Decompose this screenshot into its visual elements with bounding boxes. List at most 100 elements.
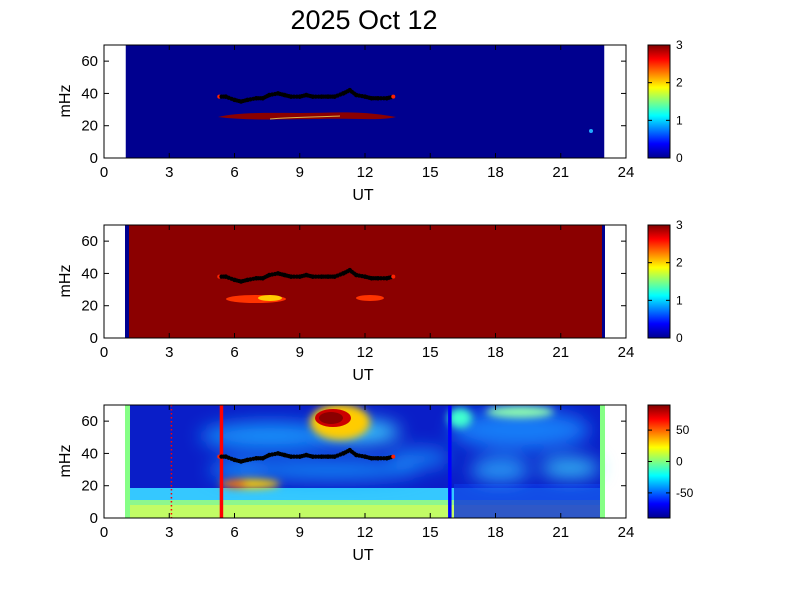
vertical-markers-bottom — [170, 405, 452, 518]
y-axis-label-top: mHz — [57, 85, 74, 118]
x-axis-label-top: UT — [352, 187, 374, 204]
trace-point — [313, 94, 318, 99]
colorbar-tick-label: 1 — [676, 293, 683, 307]
y-tick-label: 20 — [81, 478, 98, 495]
trace-point — [378, 456, 384, 461]
colorbar-ticks-middle: 0 1 2 3 — [648, 218, 683, 345]
x-tick-label: 9 — [296, 344, 304, 361]
heatmap-edge-right — [602, 225, 605, 338]
x-tick-label: 3 — [165, 524, 173, 541]
x-tick-label: 3 — [165, 344, 173, 361]
heatmap-middle — [125, 225, 605, 338]
ticks-bottom: 0 3 6 9 12 15 18 21 24 0 20 40 60 — [81, 405, 634, 541]
x-tick-label: 21 — [552, 524, 569, 541]
x-tick-label: 24 — [618, 164, 635, 181]
x-tick-label: 24 — [618, 344, 635, 361]
colorbar-tick-label: 0 — [676, 151, 683, 165]
heatmap-band-core — [258, 295, 282, 301]
colorbar-tick-label: -50 — [676, 486, 694, 500]
trace-point — [391, 94, 396, 99]
x-tick-label: 9 — [296, 164, 304, 181]
trace-point — [291, 454, 297, 459]
heatmap-texture — [200, 410, 600, 482]
trace-bottom — [217, 447, 396, 464]
x-tick-label: 15 — [422, 164, 439, 181]
trace-point — [291, 94, 297, 99]
colorbar-tick-label: 0 — [676, 331, 683, 345]
x-tick-label: 24 — [618, 524, 635, 541]
y-tick-label: 0 — [90, 510, 98, 527]
trace-top — [217, 87, 396, 104]
panel-bottom: 0 3 6 9 12 15 18 21 24 0 20 40 60 UT mHz -50 0 50 — [57, 404, 694, 564]
trace-point — [313, 274, 318, 279]
heatmap-spot — [589, 129, 593, 133]
x-tick-label: 0 — [100, 524, 108, 541]
heatmap-low-band-dim — [454, 484, 604, 518]
trace-point — [391, 454, 396, 459]
heatmap-edge-left — [125, 405, 130, 518]
y-axis-label-bottom: mHz — [57, 445, 74, 478]
y-tick-label: 0 — [90, 150, 98, 167]
heatmap-band-edge — [269, 115, 341, 120]
trace-point — [378, 276, 384, 281]
x-tick-label: 21 — [552, 164, 569, 181]
y-tick-label: 60 — [81, 53, 98, 70]
x-axis-label-bottom: UT — [352, 547, 374, 564]
trace-point — [378, 96, 384, 101]
x-tick-label: 15 — [422, 524, 439, 541]
colorbar-tick-label: 1 — [676, 113, 683, 127]
x-tick-label: 3 — [165, 164, 173, 181]
colorbar-tick-label: 2 — [676, 76, 683, 90]
y-tick-label: 20 — [81, 118, 98, 135]
colorbar-tick-label: 2 — [676, 256, 683, 270]
colorbar-ticks-bottom: -50 0 50 — [648, 423, 694, 500]
trace-point — [391, 274, 396, 279]
x-tick-label: 15 — [422, 344, 439, 361]
heatmap-background — [125, 225, 605, 338]
y-tick-label: 0 — [90, 330, 98, 347]
colorbar-ticks-top: 0 1 2 3 — [648, 38, 683, 165]
y-tick-label: 40 — [81, 85, 98, 102]
x-tick-label: 6 — [230, 344, 238, 361]
x-tick-label: 12 — [357, 164, 374, 181]
heatmap-bottom — [125, 405, 605, 518]
x-tick-label: 18 — [487, 164, 504, 181]
x-tick-label: 12 — [357, 524, 374, 541]
x-tick-label: 6 — [230, 524, 238, 541]
x-tick-label: 6 — [230, 164, 238, 181]
x-tick-label: 18 — [487, 524, 504, 541]
figure-title: 2025 Oct 12 — [290, 5, 437, 35]
heatmap-hot-core — [319, 412, 343, 424]
x-tick-label: 9 — [296, 524, 304, 541]
y-tick-label: 60 — [81, 413, 98, 430]
y-tick-label: 60 — [81, 233, 98, 250]
trace-middle — [217, 267, 396, 284]
heatmap-background — [125, 45, 605, 158]
heatmap-band — [356, 295, 384, 301]
y-tick-label: 40 — [81, 265, 98, 282]
colorbar-top — [647, 44, 671, 159]
x-tick-label: 18 — [487, 344, 504, 361]
trace-point — [313, 454, 318, 459]
colorbar-tick-label: 0 — [676, 455, 683, 469]
colorbar-tick-label: 50 — [676, 423, 690, 437]
y-tick-label: 20 — [81, 298, 98, 315]
x-tick-label: 0 — [100, 164, 108, 181]
colorbar-tick-label: 3 — [676, 38, 683, 52]
x-tick-label: 21 — [552, 344, 569, 361]
colorbar-middle — [647, 224, 671, 339]
ticks-middle: 0 3 6 9 12 15 18 21 24 0 20 40 60 — [81, 225, 634, 361]
y-axis-label-middle: mHz — [57, 265, 74, 298]
colorbar-tick-label: 3 — [676, 218, 683, 232]
heatmap-band — [218, 112, 396, 120]
heatmap-top — [125, 45, 605, 158]
x-tick-label: 12 — [357, 344, 374, 361]
x-tick-label: 0 — [100, 344, 108, 361]
heatmap-edge-right — [600, 405, 605, 518]
x-axis-label-middle: UT — [352, 367, 374, 384]
ticks-top: 0 3 6 9 12 15 18 21 24 0 20 40 60 — [81, 45, 634, 181]
heatmap-edge-left — [125, 225, 129, 338]
